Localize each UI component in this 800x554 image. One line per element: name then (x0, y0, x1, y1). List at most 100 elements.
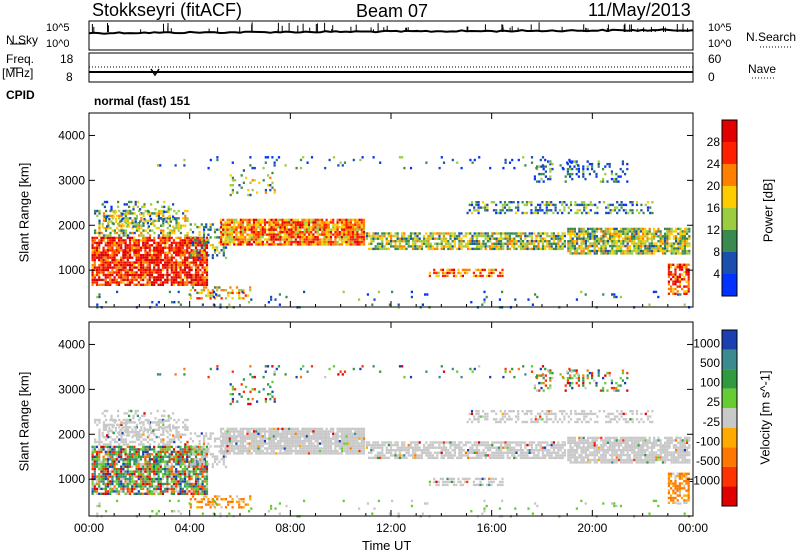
power-cell (188, 254, 191, 257)
power-cell (166, 222, 169, 225)
power-cell (91, 239, 94, 242)
power-cell (182, 212, 185, 215)
power-cell (135, 214, 138, 218)
power-cell (558, 209, 562, 212)
power-cell (619, 167, 622, 171)
power-cell (213, 236, 217, 239)
velocity-cell (140, 440, 143, 444)
power-cell (152, 222, 155, 226)
power-cell (550, 232, 553, 235)
power-cell (307, 223, 311, 226)
velocity-cell (186, 487, 189, 491)
power-cell (117, 258, 121, 262)
power-cell (128, 266, 132, 269)
power-cell (525, 211, 529, 215)
power-cell (578, 237, 581, 240)
velocity-cell (109, 465, 112, 468)
power-cell (94, 212, 97, 215)
power-cell (593, 232, 596, 235)
power-cell (604, 240, 607, 243)
power-cell (502, 232, 505, 235)
power-cell (95, 278, 99, 282)
power-cell (473, 234, 476, 238)
power-cell (390, 240, 393, 243)
velocity-cell (186, 490, 189, 493)
velocity-cell (197, 465, 200, 468)
power-cell (321, 233, 324, 236)
velocity-cell (162, 431, 165, 434)
power-cell (338, 221, 341, 224)
power-cell (172, 225, 175, 228)
power-cell (299, 158, 303, 162)
power-cell (240, 174, 243, 177)
power-cell (559, 240, 562, 243)
power-cell (688, 237, 691, 240)
power-cell (637, 242, 640, 245)
power-cell (475, 234, 478, 238)
power-cell (131, 261, 134, 264)
power-cell (372, 247, 375, 251)
power-cell (153, 251, 156, 254)
power-cell (653, 244, 656, 248)
velocity-cell (146, 487, 149, 491)
power-cell (543, 211, 546, 215)
power-cell (93, 276, 96, 279)
velocity-cell (192, 445, 195, 449)
power-cell (676, 278, 679, 281)
velocity-cell (124, 492, 127, 495)
power-cell (203, 278, 206, 282)
velocity-cell (186, 440, 189, 444)
velocity-cell (197, 460, 200, 463)
power-cell (116, 290, 119, 294)
velocity-cell (118, 426, 121, 429)
power-cell (515, 232, 518, 235)
power-cell (659, 235, 662, 238)
power-cell (142, 268, 145, 272)
power-cell (354, 228, 357, 231)
power-cell (307, 238, 311, 241)
power-cell (157, 214, 160, 218)
velocity-cell (133, 421, 136, 424)
power-cell (626, 242, 629, 245)
power-cell (161, 266, 165, 269)
power-cell (159, 276, 162, 279)
power-cell (189, 228, 192, 231)
power-cell (106, 239, 110, 242)
power-cell (150, 254, 154, 257)
velocity-cell (201, 487, 204, 491)
power-cell (127, 219, 130, 222)
power-cell (325, 243, 328, 246)
power-cell (135, 261, 138, 264)
power-cell (263, 221, 267, 224)
power-cell (602, 235, 605, 238)
power-cell (177, 283, 180, 286)
freq-tick-top: 18 (60, 52, 74, 66)
velocity-cell (173, 440, 176, 444)
power-cell (542, 180, 545, 183)
power-cell (491, 242, 494, 245)
power-cell (219, 303, 222, 306)
power-cell (678, 263, 681, 266)
power-cell (557, 237, 560, 240)
power-cell (186, 236, 189, 240)
power-cell (617, 232, 620, 235)
power-cell (279, 228, 282, 231)
power-cell (290, 221, 293, 224)
power-cell (268, 233, 271, 236)
power-cell (576, 240, 579, 243)
power-cell (472, 271, 475, 275)
power-cell (589, 249, 592, 253)
velocity-cell (197, 487, 200, 491)
power-cell (139, 258, 143, 262)
power-cell (312, 223, 315, 226)
power-cell (151, 301, 154, 304)
velocity-cell (111, 465, 114, 468)
power-cell (502, 245, 505, 248)
power-cell (229, 184, 232, 187)
velocity-cell (203, 485, 206, 488)
power-cell (648, 237, 651, 240)
power-cell (490, 274, 493, 278)
power-cell (376, 234, 379, 238)
power-cell (115, 241, 118, 245)
power-cell (137, 276, 140, 279)
